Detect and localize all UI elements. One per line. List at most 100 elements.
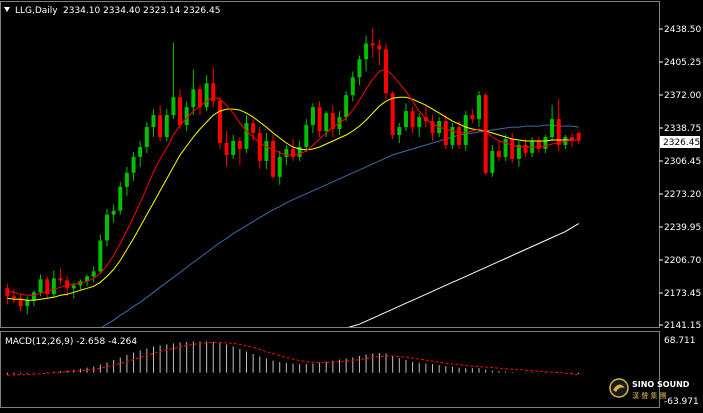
logo-subtitle: 漢 聲 集 團 <box>632 391 667 400</box>
ma-fast-line <box>7 68 579 296</box>
candle-body <box>178 97 183 126</box>
candle-body <box>191 89 196 108</box>
candle-body <box>344 95 349 118</box>
candle-body <box>324 113 329 132</box>
ma-slow-line <box>101 124 579 327</box>
candle-body <box>197 89 202 108</box>
candle-body <box>510 138 515 159</box>
candle-body <box>477 95 482 120</box>
candle-body <box>516 144 521 159</box>
candle-body <box>138 146 143 157</box>
candle-body <box>58 278 63 281</box>
main-panel-frame <box>0 1 660 328</box>
candle-body <box>251 123 256 134</box>
price-tick-label: 2438.50 <box>664 25 701 35</box>
candle-body <box>463 115 468 145</box>
candle-body <box>284 148 289 157</box>
candle-body <box>450 127 455 145</box>
price-tick-label: 2239.95 <box>664 223 701 233</box>
candle-body <box>443 121 448 145</box>
candle-body <box>118 186 123 211</box>
candle-body <box>5 288 10 297</box>
candle-body <box>310 107 315 126</box>
candle-body <box>377 45 382 50</box>
price-tick-label: 2338.75 <box>664 124 701 134</box>
candle-body <box>151 115 156 128</box>
candle-body <box>277 156 282 177</box>
current-price-label: 2326.45 <box>663 138 700 148</box>
macd-label: MACD(12,26,9) -2.658 -4.264 <box>5 337 137 347</box>
candle-body <box>297 146 302 157</box>
candle-body <box>91 271 96 277</box>
ma-slow-layer <box>101 124 579 327</box>
candle-body <box>131 156 136 173</box>
macd-bottom-value: -63.971 <box>664 397 699 407</box>
candle-body <box>257 133 262 161</box>
candle-body <box>550 119 555 138</box>
candle-body <box>158 115 163 138</box>
price-tick-label: 2306.45 <box>664 157 701 167</box>
price-axis: 2438.50 2405.25 2372.00 2338.75 2306.45 … <box>659 25 701 331</box>
candle-body <box>397 127 402 136</box>
candle-body <box>31 292 36 301</box>
macd-top-value: 68.711 <box>664 336 696 346</box>
candle-body <box>124 172 129 187</box>
candle-body <box>291 148 295 157</box>
price-tick-label: 2372.00 <box>664 91 701 101</box>
candle-body <box>237 140 242 149</box>
candle-body <box>357 59 362 78</box>
candle-body <box>45 279 50 295</box>
candle-body <box>271 140 276 177</box>
candle-body <box>71 285 76 289</box>
ma-long-line <box>348 223 579 327</box>
candles-layer <box>5 27 581 315</box>
dropdown-triangle-icon[interactable] <box>4 7 10 12</box>
candle-body <box>231 140 236 155</box>
candle-body <box>370 43 375 46</box>
price-tick-label: 2273.20 <box>664 190 701 200</box>
candle-body <box>457 127 462 145</box>
candle-body <box>204 83 209 108</box>
candle-body <box>111 210 116 215</box>
candle-body <box>85 276 90 282</box>
candle-body <box>11 296 16 299</box>
candle-body <box>38 279 43 293</box>
candle-body <box>390 93 395 136</box>
candle-body <box>104 214 109 241</box>
macd-signal-layer <box>7 341 579 376</box>
candle-body <box>25 300 30 307</box>
candle-body <box>576 132 581 141</box>
candle-body <box>211 83 216 102</box>
candle-body <box>403 111 408 128</box>
candle-body <box>184 107 189 126</box>
candle-body <box>330 113 335 130</box>
price-tick-label: 2141.15 <box>664 321 701 331</box>
candle-body <box>410 111 415 128</box>
candle-body <box>144 127 149 147</box>
macd-histogram-layer <box>6 341 580 375</box>
macd-signal-line <box>7 341 579 376</box>
candle-body <box>65 280 70 289</box>
price-tick-label: 2405.25 <box>664 58 701 68</box>
candle-body <box>171 97 176 116</box>
ohlc-readout: 2334.10 2334.40 2323.14 2326.45 <box>63 6 220 16</box>
logo-name: SINO SOUND <box>632 380 690 389</box>
candle-body <box>51 278 56 295</box>
candle-body <box>503 138 508 157</box>
candle-body <box>384 49 389 94</box>
candle-body <box>164 115 169 138</box>
candle-body <box>483 95 488 173</box>
candle-body <box>417 117 422 128</box>
candle-body <box>18 298 23 307</box>
sino-sound-logo: SINO SOUND 漢 聲 集 團 <box>606 376 703 409</box>
candle-body <box>496 150 501 157</box>
price-tick-label: 2173.45 <box>664 289 701 299</box>
candle-body <box>556 119 561 145</box>
candle-body <box>430 121 435 134</box>
current-price-tag <box>660 136 700 148</box>
price-tick-label: 2206.70 <box>664 256 701 266</box>
candle-body <box>350 77 355 96</box>
ma-long-layer <box>348 223 579 327</box>
